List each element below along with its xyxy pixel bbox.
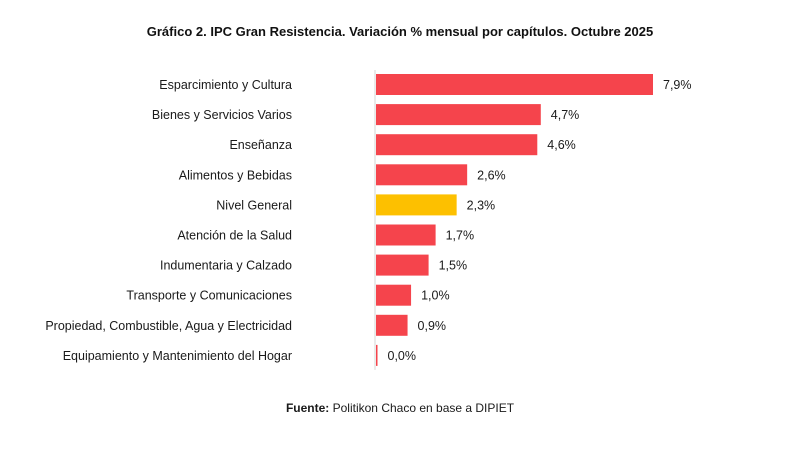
bar-2 (376, 134, 538, 156)
category-label-7: Transporte y Comunicaciones (126, 289, 292, 303)
bar-8 (376, 314, 408, 336)
value-label-2: 4,6% (547, 138, 576, 152)
bar-5 (376, 224, 436, 246)
value-label-5: 1,7% (446, 229, 475, 243)
category-label-8: Propiedad, Combustible, Agua y Electrici… (45, 319, 292, 333)
category-label-9: Equipamiento y Mantenimiento del Hogar (63, 349, 292, 363)
source-text: Politikon Chaco en base a DIPIET (332, 401, 515, 415)
value-label-6: 1,5% (439, 259, 468, 273)
bar-6 (376, 254, 429, 276)
category-label-1: Bienes y Servicios Varios (152, 108, 292, 122)
source-label: Fuente: (285, 401, 330, 415)
category-label-0: Esparcimiento y Cultura (159, 78, 292, 92)
bar-0 (376, 74, 653, 95)
bars-layer (376, 74, 653, 366)
bar-7 (376, 284, 412, 306)
category-label-4: Nivel General (216, 198, 292, 212)
value-label-7: 1,0% (421, 289, 450, 303)
value-label-9: 0,0% (388, 349, 417, 363)
chart-title: Gráfico 2. IPC Gran Resistencia. Variaci… (146, 24, 654, 39)
value-label-4: 2,3% (467, 198, 496, 212)
category-label-5: Atención de la Salud (177, 229, 292, 243)
value-label-3: 2,6% (477, 168, 506, 182)
category-label-3: Alimentos y Bebidas (179, 168, 292, 182)
bar-3 (376, 164, 468, 186)
value-label-1: 4,7% (551, 108, 580, 122)
bar-1 (376, 104, 541, 126)
value-labels: 7,9% 4,7% 4,6% 2,6% 2,3% 1,7% 1,5% 1,0% 0,9% 0,0% (388, 78, 692, 363)
category-labels: Esparcimiento y Cultura Bienes y Servicio… (45, 78, 292, 363)
value-label-8: 0,9% (418, 319, 447, 333)
category-label-2: Enseñanza (229, 138, 292, 152)
chart-source: Fuente: Politikon Chaco en base a DIPIET (0, 401, 800, 415)
bar-9 (376, 344, 378, 366)
bar-4 (376, 194, 457, 216)
category-label-6: Indumentaria y Calzado (160, 259, 292, 273)
value-label-0: 7,9% (663, 78, 692, 92)
